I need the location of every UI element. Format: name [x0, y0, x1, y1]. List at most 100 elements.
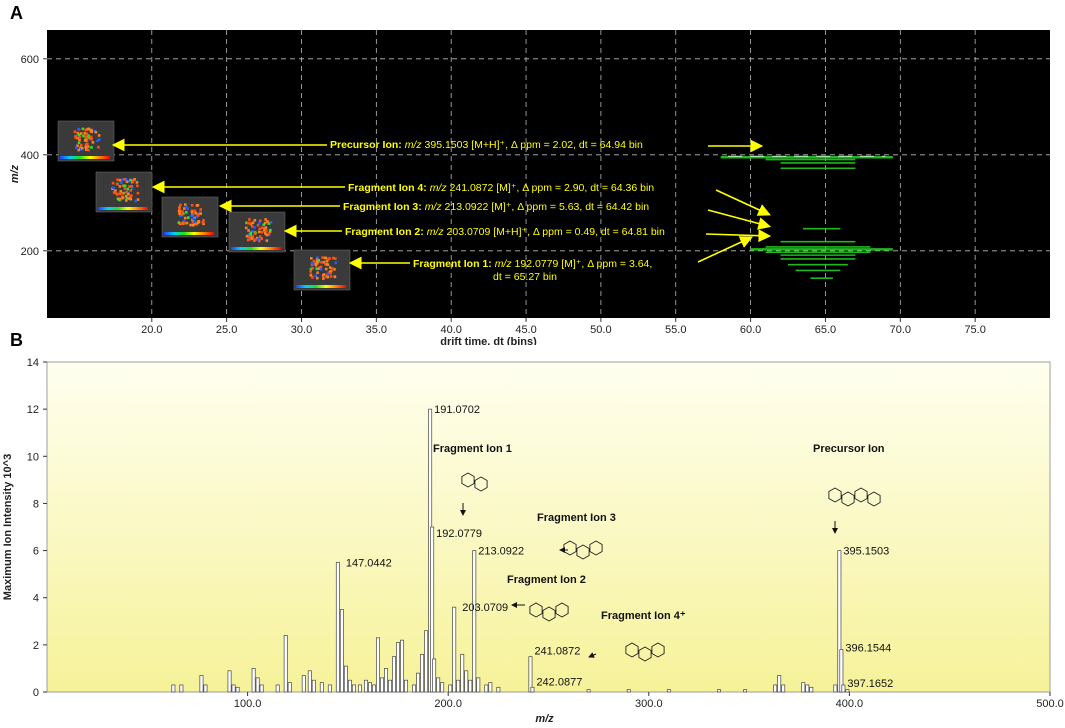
- heatmap-pixel: [79, 132, 83, 135]
- spectrum-peak: [743, 689, 748, 693]
- heatmap-pixel: [267, 222, 271, 225]
- heatmap-pixel: [97, 134, 101, 137]
- heatmap-pixel: [87, 127, 91, 131]
- heatmap-pixel: [124, 199, 128, 202]
- heatmap-pixel: [112, 191, 116, 194]
- heatmap-pixel: [328, 266, 332, 269]
- heatmap-pixel: [126, 192, 130, 196]
- heatmap-pixel: [247, 229, 250, 232]
- heatmap-pixel: [329, 271, 332, 275]
- heatmap-pixel: [123, 184, 127, 188]
- heatmap-pixel: [77, 141, 81, 145]
- heatmap-pixel: [75, 146, 78, 149]
- heatmap-pixel: [83, 131, 87, 135]
- peak-label: 396.1544: [845, 643, 891, 655]
- heatmap-pixel: [90, 146, 93, 149]
- heatmap-pixel: [135, 181, 139, 184]
- heatmap-pixel: [322, 273, 326, 276]
- heatmap-pixel: [325, 259, 329, 263]
- heatmap-pixel: [326, 275, 330, 279]
- heatmap-pixel: [121, 178, 125, 181]
- heatmap-pixel: [269, 228, 272, 232]
- heatmap-pixel: [309, 273, 313, 277]
- spectrum-peak: [319, 682, 324, 693]
- heatmap-pixel: [84, 128, 88, 132]
- heatmap-pixel: [256, 223, 260, 227]
- spectrum-peak: [343, 665, 348, 693]
- heatmap-pixel: [80, 146, 84, 150]
- heatmap-pixel: [89, 135, 93, 139]
- x-tick-label-a: 35.0: [366, 324, 387, 336]
- spectrum-peak: [368, 682, 372, 693]
- heatmap-pixel: [193, 209, 197, 213]
- heatmap-pixel: [197, 220, 200, 223]
- annotation-text: Fragment Ion 4: m/z 241.0872 [M]⁺, Δ ppm…: [348, 182, 654, 194]
- heatmap-pixel: [309, 267, 313, 271]
- heatmap-pixel: [129, 197, 133, 201]
- spectrum-peak: [412, 684, 417, 693]
- x-tick-label-a: 45.0: [515, 324, 536, 336]
- structure-ring: [625, 642, 639, 658]
- heatmap-pixel: [117, 198, 121, 202]
- heatmap-pixel: [334, 261, 338, 265]
- x-tick-label-a: 50.0: [590, 324, 611, 336]
- heatmap-pixel: [331, 267, 335, 270]
- spectrum-peak: [476, 677, 481, 693]
- spectrum-peak: [841, 684, 846, 693]
- heatmap-pixel: [77, 127, 80, 131]
- heatmap-pixel: [195, 223, 199, 226]
- spectrum-peak: [430, 526, 435, 693]
- heatmap-pixel: [258, 239, 261, 243]
- x-tick-label-a: 25.0: [216, 324, 237, 336]
- heatmap-pixel: [85, 132, 89, 136]
- spectrum-peak: [392, 656, 396, 693]
- heatmap-pixel: [310, 263, 314, 267]
- heatmap-pixel: [322, 277, 325, 280]
- heatmap-pixel: [130, 194, 133, 197]
- spectrum-peak: [251, 668, 256, 693]
- heatmap-pixel: [264, 218, 267, 221]
- ion-mobility-chart: 20.0 25.0 30.0 35.0 40.0 45.0 50.0 55.0 60.0 65.0…: [9, 30, 1050, 345]
- structure-ring: [576, 544, 590, 560]
- y-tick-label-b: 4: [33, 593, 39, 605]
- heatmap-pixel: [90, 137, 93, 141]
- heatmap-pixel: [322, 260, 326, 264]
- spectrum-peak: [530, 686, 535, 693]
- heatmap-pixel: [178, 207, 181, 210]
- peak-label: 242.0877: [536, 676, 582, 688]
- structure-ring: [529, 602, 543, 618]
- heatmap-pixel: [314, 262, 318, 266]
- heatmap-pixel: [84, 139, 88, 142]
- annotation-text: Fragment Ion 3: m/z 213.0922 [M]⁺, Δ ppm…: [343, 201, 649, 213]
- x-tick-label-b: 400.0: [836, 698, 864, 710]
- heatmap-pixel: [186, 216, 190, 219]
- heatmap-pixel: [116, 178, 119, 182]
- heatmap-pixel: [316, 271, 319, 275]
- heatmap-pixel: [333, 275, 337, 279]
- heatmap-pixel: [260, 237, 264, 240]
- heatmap-pixel: [312, 262, 316, 266]
- heatmap-pixel: [118, 178, 122, 182]
- heatmap-pixel: [121, 196, 125, 200]
- heatmap-pixel: [258, 219, 262, 223]
- heatmap-pixel: [88, 136, 91, 140]
- heatmap-pixel: [317, 258, 321, 262]
- heatmap-pixel: [179, 203, 182, 207]
- heatmap-pixel: [177, 221, 181, 224]
- heatmap-pixel: [190, 214, 193, 218]
- peak-label: 397.1652: [847, 678, 893, 690]
- spectrum-peak: [777, 675, 782, 693]
- heatmap-pixel: [319, 265, 323, 269]
- heatmap-pixel: [314, 274, 318, 277]
- peak-label: 192.0779: [436, 528, 482, 540]
- spectrum-peak: [420, 653, 425, 693]
- heatmap-pixel: [136, 198, 140, 201]
- heatmap-pixel: [78, 138, 81, 142]
- peak-label: 213.0922: [478, 546, 524, 558]
- spectrum-peak: [301, 675, 306, 693]
- heatmap-pixel: [263, 221, 267, 225]
- heatmap-pixel: [249, 231, 253, 235]
- heatmap-pixel: [327, 258, 330, 261]
- heatmap-pixel: [264, 226, 268, 229]
- spectrum-peak: [845, 689, 850, 693]
